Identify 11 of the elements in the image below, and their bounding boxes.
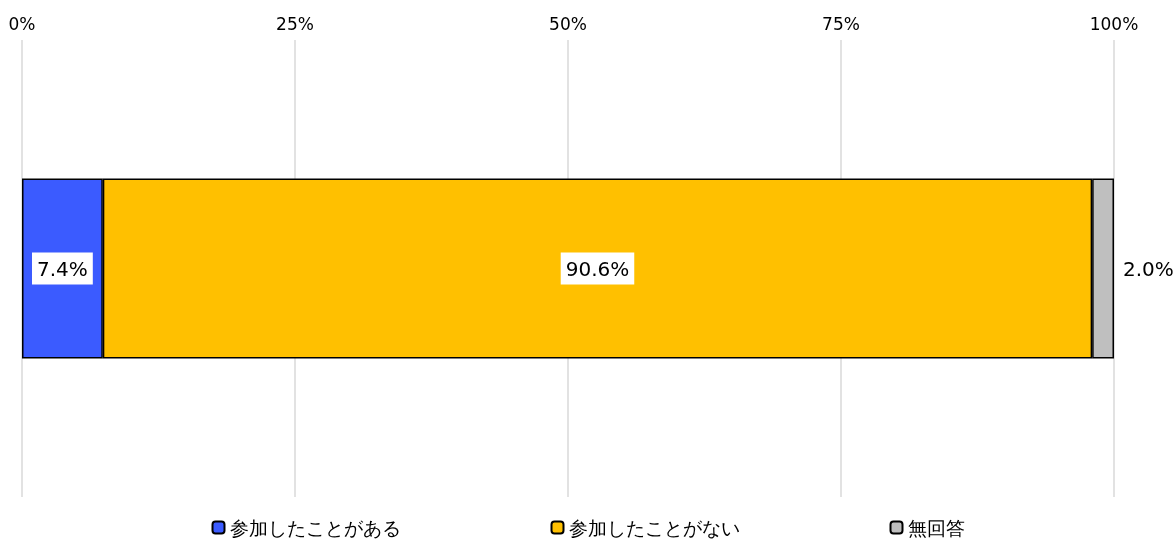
- x-tick-label: 0%: [8, 13, 36, 34]
- data-label: 7.4%: [37, 256, 88, 281]
- legend-label: 無回答: [907, 516, 965, 539]
- legend-label: 参加したことがない: [568, 516, 740, 539]
- legend-label: 参加したことがある: [229, 516, 401, 539]
- x-tick-label: 25%: [276, 13, 314, 34]
- data-label: 2.0%: [1123, 256, 1174, 281]
- data-label: 90.6%: [565, 256, 630, 281]
- x-tick-label: 50%: [549, 13, 587, 34]
- x-tick-label: 75%: [822, 13, 860, 34]
- x-tick-label: 100%: [1089, 13, 1139, 34]
